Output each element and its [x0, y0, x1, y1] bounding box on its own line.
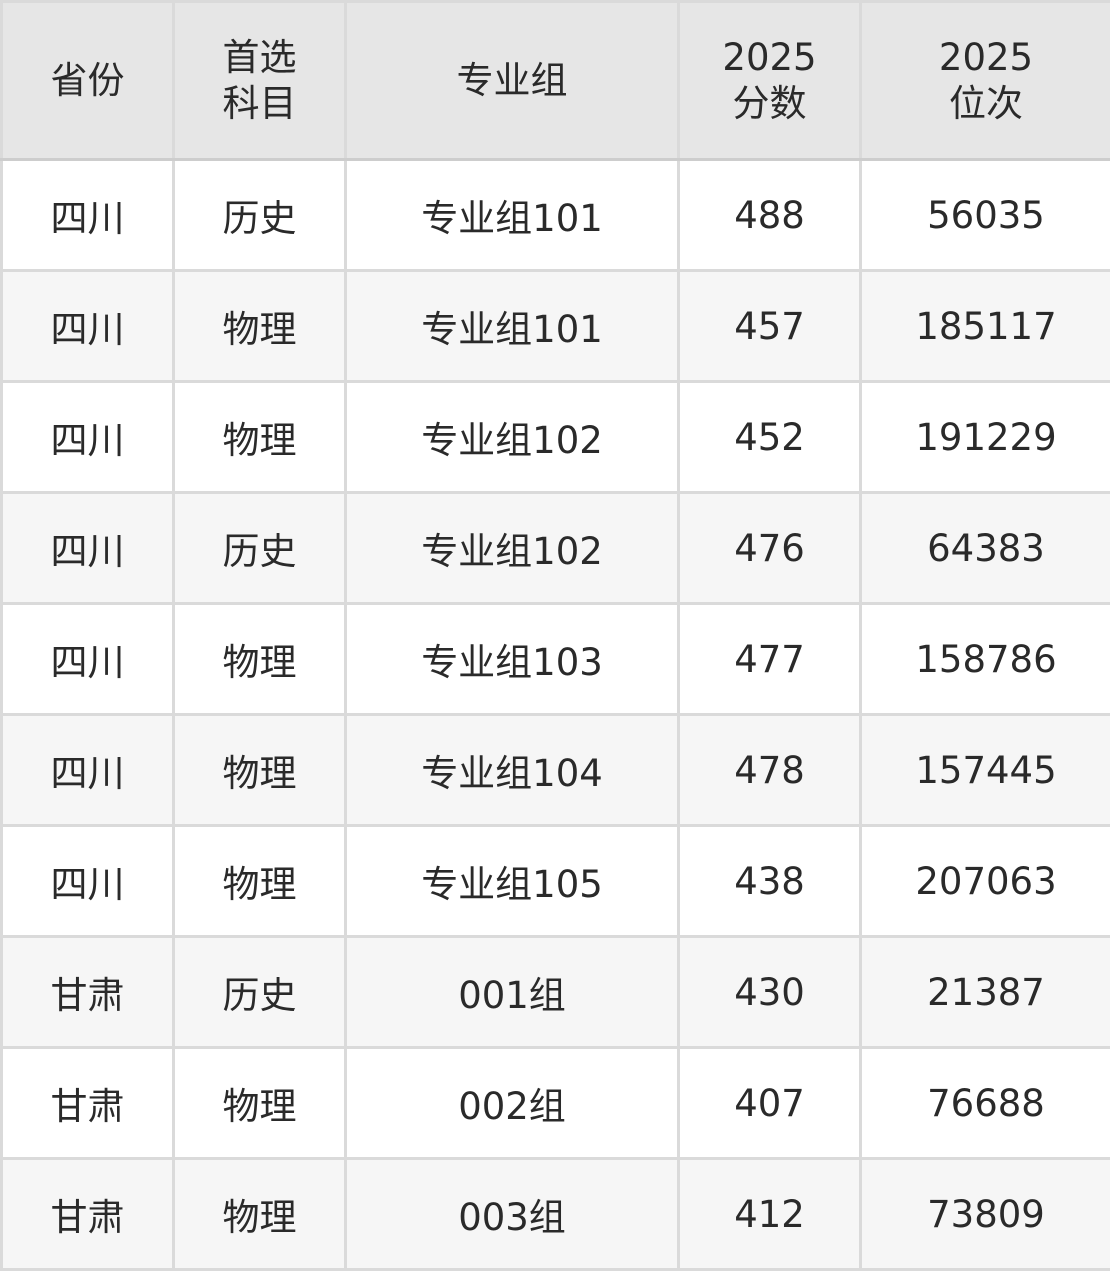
header-score: 2025 分数	[677, 0, 862, 161]
table-row: 四川 历史 专业组101 488 56035	[0, 158, 1110, 272]
cell-province: 甘肃	[0, 1157, 175, 1271]
cell-group: 专业组102	[344, 380, 680, 494]
cell-subject: 物理	[172, 824, 347, 938]
cell-rank: 73809	[859, 1157, 1110, 1271]
cell-rank: 207063	[859, 824, 1110, 938]
cell-subject: 历史	[172, 158, 347, 272]
cell-score: 477	[677, 602, 862, 716]
cell-score: 476	[677, 491, 862, 605]
cell-province: 四川	[0, 491, 175, 605]
cell-rank: 157445	[859, 713, 1110, 827]
cell-score: 452	[677, 380, 862, 494]
cell-score: 488	[677, 158, 862, 272]
cell-group: 专业组101	[344, 158, 680, 272]
cell-subject: 物理	[172, 1046, 347, 1160]
header-group: 专业组	[344, 0, 680, 161]
cell-province: 四川	[0, 713, 175, 827]
cell-group: 专业组104	[344, 713, 680, 827]
table-row: 甘肃 物理 002组 407 76688	[0, 1046, 1110, 1160]
cell-subject: 物理	[172, 380, 347, 494]
cell-subject: 物理	[172, 269, 347, 383]
cell-group: 专业组101	[344, 269, 680, 383]
cell-group: 002组	[344, 1046, 680, 1160]
cell-group: 专业组102	[344, 491, 680, 605]
cell-rank: 64383	[859, 491, 1110, 605]
table-row: 甘肃 物理 003组 412 73809	[0, 1157, 1110, 1271]
table-row: 四川 物理 专业组101 457 185117	[0, 269, 1110, 383]
cell-score: 412	[677, 1157, 862, 1271]
cell-province: 四川	[0, 269, 175, 383]
table-row: 四川 物理 专业组103 477 158786	[0, 602, 1110, 716]
cell-subject: 历史	[172, 491, 347, 605]
cell-subject: 物理	[172, 602, 347, 716]
cell-score: 438	[677, 824, 862, 938]
cell-province: 四川	[0, 380, 175, 494]
cell-rank: 191229	[859, 380, 1110, 494]
table-row: 四川 历史 专业组102 476 64383	[0, 491, 1110, 605]
table-row: 四川 物理 专业组102 452 191229	[0, 380, 1110, 494]
header-row: 省份 首选 科目 专业组 2025 分数 2025 位次	[0, 0, 1110, 161]
header-province: 省份	[0, 0, 175, 161]
cell-subject: 历史	[172, 935, 347, 1049]
cell-score: 430	[677, 935, 862, 1049]
cell-rank: 158786	[859, 602, 1110, 716]
cell-group: 专业组105	[344, 824, 680, 938]
cell-score: 457	[677, 269, 862, 383]
cell-province: 四川	[0, 824, 175, 938]
cell-subject: 物理	[172, 1157, 347, 1271]
cell-subject: 物理	[172, 713, 347, 827]
cell-group: 003组	[344, 1157, 680, 1271]
cell-province: 甘肃	[0, 935, 175, 1049]
cell-group: 专业组103	[344, 602, 680, 716]
table-row: 四川 物理 专业组105 438 207063	[0, 824, 1110, 938]
header-subject: 首选 科目	[172, 0, 347, 161]
header-rank: 2025 位次	[859, 0, 1110, 161]
cell-rank: 185117	[859, 269, 1110, 383]
cell-province: 四川	[0, 158, 175, 272]
table-row: 甘肃 历史 001组 430 21387	[0, 935, 1110, 1049]
cell-rank: 76688	[859, 1046, 1110, 1160]
cell-score: 407	[677, 1046, 862, 1160]
cell-group: 001组	[344, 935, 680, 1049]
table-row: 四川 物理 专业组104 478 157445	[0, 713, 1110, 827]
cell-rank: 56035	[859, 158, 1110, 272]
cell-province: 四川	[0, 602, 175, 716]
cell-score: 478	[677, 713, 862, 827]
cell-province: 甘肃	[0, 1046, 175, 1160]
cell-rank: 21387	[859, 935, 1110, 1049]
